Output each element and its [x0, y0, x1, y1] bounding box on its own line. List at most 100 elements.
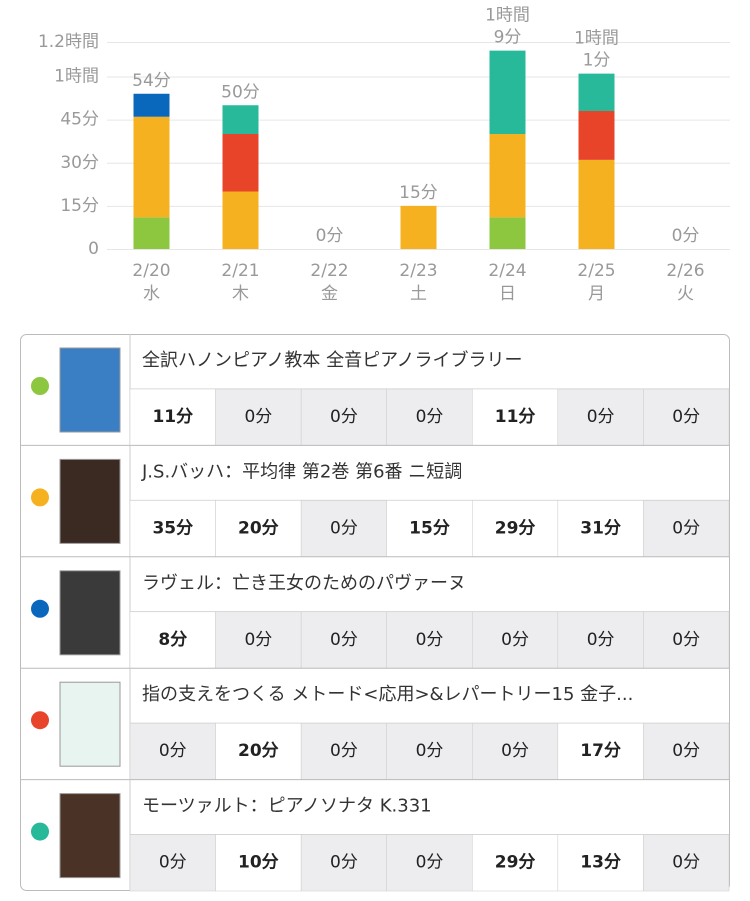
- book-title[interactable]: J.S.バッハ：平均律 第2巻 第6番 ニ短調: [141, 461, 462, 482]
- x-tick-label: 2/20: [132, 261, 170, 281]
- thumbnail: [59, 570, 121, 656]
- cell-value: 0分: [416, 630, 444, 650]
- y-tick-label: 1.2時間: [38, 32, 99, 52]
- cell-value: 15分: [409, 518, 450, 538]
- thumbnail: [59, 347, 121, 433]
- cell-bg: [386, 834, 473, 892]
- legend-dot: [31, 599, 49, 618]
- total-label: 0分: [672, 226, 700, 246]
- cell-bg: [472, 388, 559, 446]
- cell-bg: [557, 722, 644, 780]
- cell-bg: [386, 722, 473, 780]
- x-tick-label: 2/22: [310, 261, 348, 281]
- legend-dot: [31, 822, 49, 841]
- bar-segment: [578, 159, 615, 249]
- y-tick-label: 30分: [60, 153, 99, 173]
- cell-bg: [643, 611, 730, 669]
- cell-bg: [472, 500, 559, 558]
- cell-value: 29分: [495, 853, 536, 873]
- book-title[interactable]: ラヴェル：亡き王女のためのパヴァーヌ: [142, 573, 466, 594]
- cell-value: 0分: [672, 741, 700, 761]
- legend-dot: [31, 488, 49, 507]
- x-weekday-label: 金: [321, 284, 338, 304]
- cell-value: 0分: [244, 630, 272, 650]
- cell-bg: [300, 500, 387, 558]
- bar-segment: [222, 134, 259, 192]
- cell-value: 10分: [238, 853, 279, 873]
- cell-value: 0分: [330, 518, 358, 538]
- thumbnail: [59, 681, 121, 767]
- cell-bg: [643, 722, 730, 780]
- y-tick-label: 1時間: [54, 67, 99, 87]
- cell-bg: [472, 611, 559, 669]
- cell-value: 0分: [672, 518, 700, 538]
- cell-bg: [215, 611, 302, 669]
- book-title[interactable]: モーツァルト：ピアノソナタ K.331: [142, 796, 432, 817]
- x-weekday-label: 日: [499, 284, 516, 304]
- cell-value: 31分: [580, 518, 621, 538]
- cell-bg: [215, 500, 302, 558]
- bar-segment: [578, 111, 615, 160]
- x-weekday-label: 土: [410, 284, 427, 304]
- cell-value: 0分: [587, 407, 615, 427]
- cell-bg: [472, 834, 559, 892]
- cell-value: 13分: [580, 853, 621, 873]
- thumbnail: [59, 793, 121, 879]
- x-weekday-label: 水: [143, 284, 160, 304]
- cell-bg: [129, 722, 216, 780]
- y-tick-label: 15分: [60, 196, 99, 216]
- bar-segment: [578, 73, 615, 111]
- cell-value: 20分: [238, 518, 279, 538]
- cell-bg: [557, 834, 644, 892]
- cell-value: 0分: [330, 853, 358, 873]
- cell-value: 0分: [501, 630, 529, 650]
- cell-value: 11分: [495, 407, 536, 427]
- cell-value: 0分: [330, 630, 358, 650]
- total-label: 50分: [221, 82, 260, 102]
- total-label: 9分: [494, 28, 522, 48]
- cell-value: 11分: [152, 407, 193, 427]
- cell-bg: [300, 388, 387, 446]
- cell-bg: [643, 834, 730, 892]
- cell-value: 20分: [238, 741, 279, 761]
- cell-value: 0分: [587, 630, 615, 650]
- bar-segment: [400, 205, 437, 249]
- cell-value: 8分: [158, 630, 187, 650]
- cell-bg: [300, 834, 387, 892]
- cell-value: 0分: [672, 407, 700, 427]
- cell-value: 0分: [330, 741, 358, 761]
- total-label: 0分: [316, 226, 344, 246]
- book-title[interactable]: 指の支えをつくる メトード<応用>&レパートリー15 金子...: [142, 684, 633, 705]
- cell-value: 0分: [244, 407, 272, 427]
- cell-value: 0分: [159, 853, 187, 873]
- cell-value: 29分: [495, 518, 536, 538]
- x-tick-label: 2/25: [577, 261, 615, 281]
- total-label: 1時間: [574, 29, 619, 49]
- bar-segment: [222, 105, 259, 134]
- cell-bg: [215, 834, 302, 892]
- cell-bg: [557, 611, 644, 669]
- legend-dot: [31, 377, 49, 395]
- cell-bg: [643, 388, 730, 446]
- cell-value: 0分: [416, 407, 444, 427]
- cell-value: 0分: [672, 853, 700, 873]
- cell-value: 17分: [580, 741, 621, 761]
- bar-segment: [489, 134, 526, 218]
- bar-segment: [489, 217, 526, 249]
- x-tick-label: 2/23: [399, 261, 437, 281]
- cell-bg: [129, 388, 216, 446]
- book-title[interactable]: 全訳ハノンピアノ教本 全音ピアノライブラリー: [142, 349, 522, 371]
- y-tick-label: 0: [88, 239, 99, 259]
- cell-bg: [557, 388, 644, 446]
- x-weekday-label: 月: [588, 284, 605, 304]
- x-tick-label: 2/21: [221, 261, 259, 281]
- cell-bg: [129, 611, 216, 669]
- cell-value: 0分: [159, 741, 187, 761]
- cell-bg: [386, 500, 473, 558]
- total-label: 1分: [583, 51, 611, 71]
- cell-bg: [300, 611, 387, 669]
- cell-value: 0分: [416, 853, 444, 873]
- total-label: 54分: [132, 71, 171, 91]
